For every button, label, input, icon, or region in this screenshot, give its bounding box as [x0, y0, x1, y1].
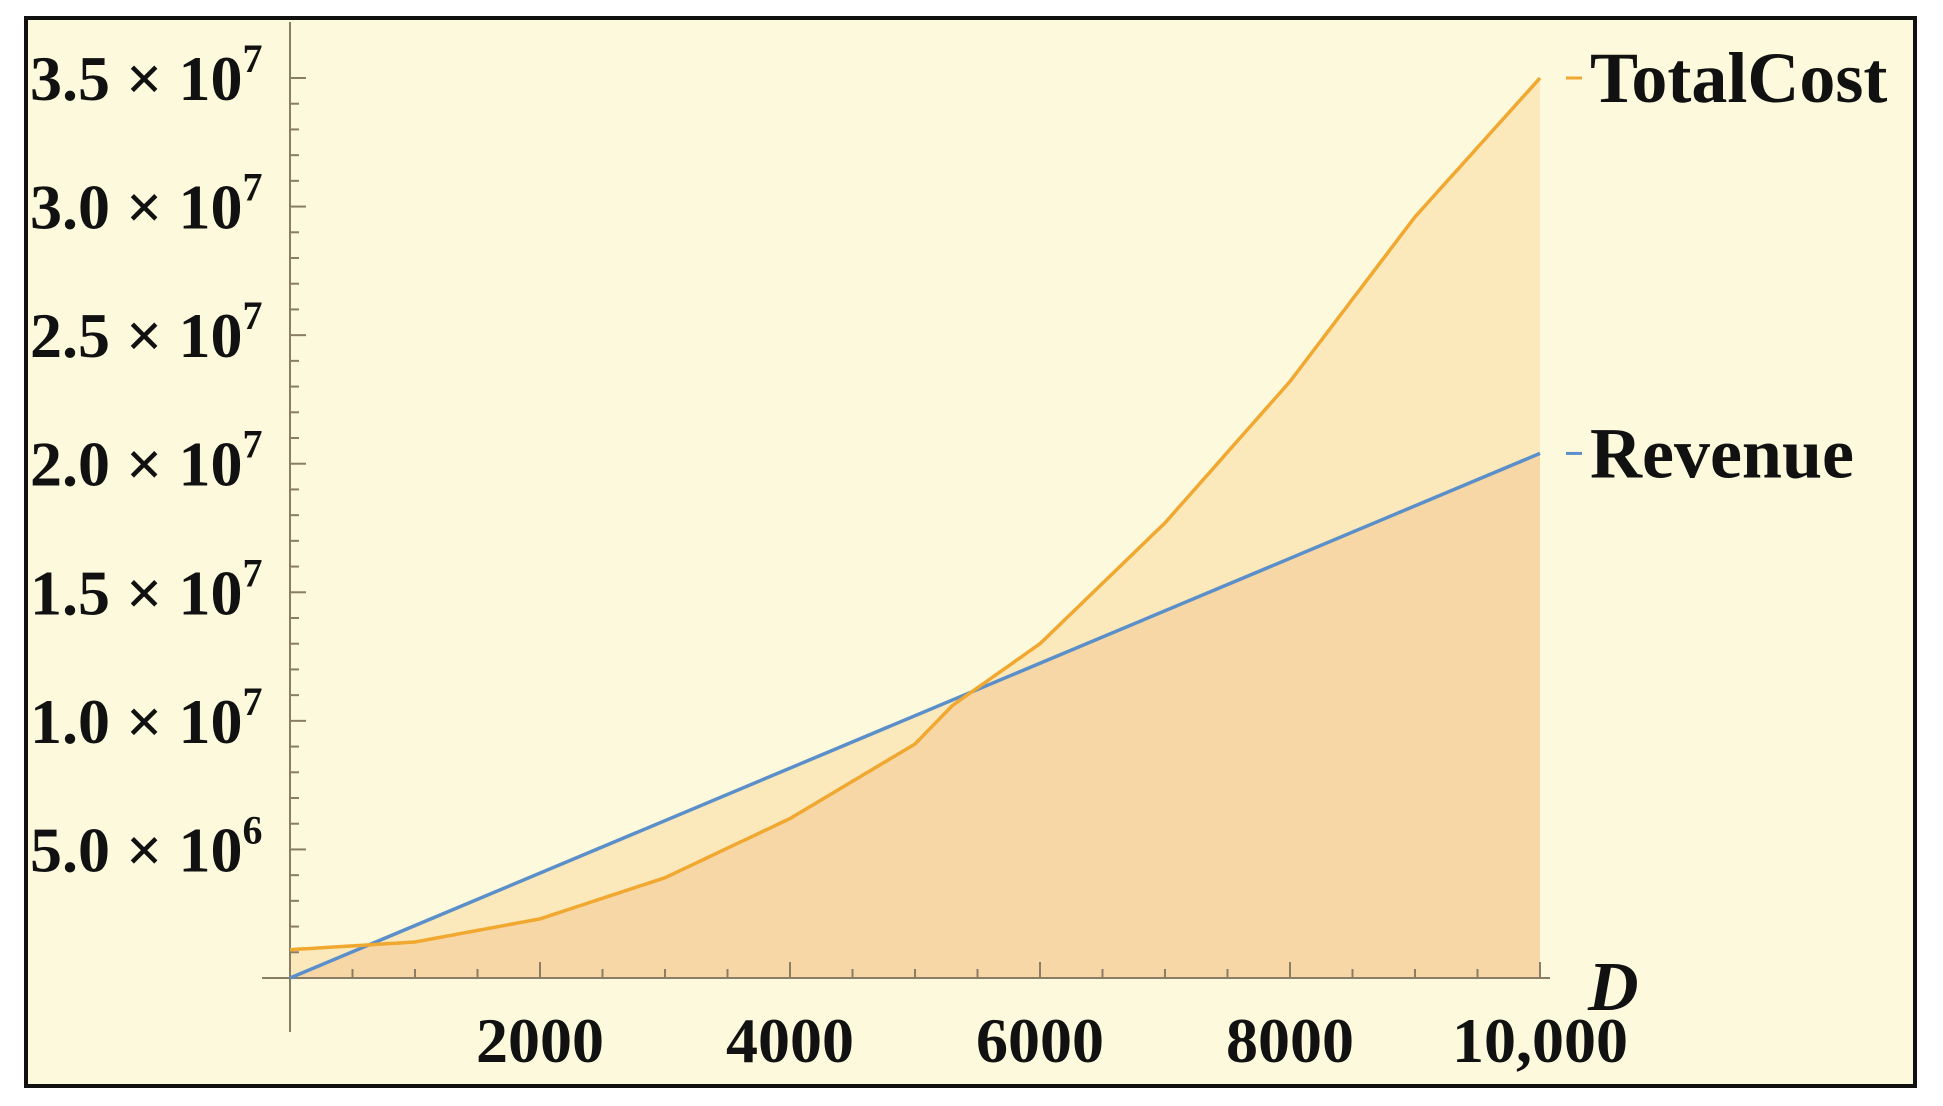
series-line-revenue [289, 451, 1541, 980]
y-tick-label: 5.0 × 106 [30, 807, 262, 885]
y-tick-label: 3.0 × 107 [30, 165, 262, 243]
series-line-totalcost [289, 76, 1542, 952]
tick-labels: 2000 4000 6000 8000 10,000 5.0 × 106 1.0 × 107… [30, 36, 1639, 1076]
legend-label-revenue: Revenue [1590, 413, 1854, 493]
y-tick-label: 1.0 × 107 [30, 679, 262, 757]
x-tick-label: 10,000 [1452, 1005, 1628, 1076]
legend-label-totalcost: TotalCost [1590, 38, 1887, 118]
fill-under-both [290, 453, 1540, 978]
legend: TotalCost Revenue [1566, 38, 1887, 493]
axes [262, 22, 1550, 1032]
y-tick-label: 3.5 × 107 [30, 36, 262, 114]
area-fills [290, 78, 1540, 978]
y-tick-label: 2.5 × 107 [30, 293, 262, 371]
x-tick-label: 6000 [976, 1005, 1104, 1076]
x-tick-label: 2000 [476, 1005, 604, 1076]
y-tick-label: 1.5 × 107 [30, 550, 262, 628]
x-tick-label: 8000 [1226, 1005, 1354, 1076]
y-tick-label: 2.0 × 107 [30, 422, 262, 500]
fill-between-curves [290, 78, 1540, 978]
series-lines [289, 76, 1542, 980]
x-axis-label: D [1587, 949, 1639, 1026]
x-tick-label: 4000 [726, 1005, 854, 1076]
